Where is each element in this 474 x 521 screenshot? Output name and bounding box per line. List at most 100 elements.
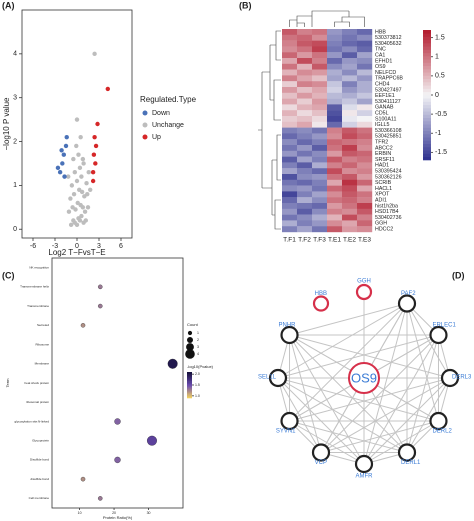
- heatmap-cell: [282, 226, 298, 233]
- heatmap-cell: [282, 220, 298, 227]
- node: [268, 368, 288, 388]
- heatmap-cell: [342, 168, 358, 175]
- node-label: VCP: [315, 460, 327, 466]
- heatmap-cell: [282, 116, 298, 122]
- y-axis-label: −log10 P value: [2, 97, 11, 151]
- point: [78, 134, 83, 140]
- row-label: EFHD1: [375, 58, 392, 64]
- heatmap-cell: [312, 58, 328, 64]
- heatmap-cell: [327, 162, 343, 169]
- heatmap-cell: [342, 75, 358, 82]
- heatmap-cell: [297, 185, 313, 192]
- heatmap-cell: [312, 63, 328, 70]
- heatmap-cell: [327, 145, 343, 151]
- colorbar-label: 0.5: [435, 73, 445, 80]
- colorbar-step: [423, 143, 431, 148]
- colorbar-step: [187, 373, 192, 375]
- colorbar-step: [423, 134, 431, 138]
- heatmap-cell: [357, 150, 373, 157]
- heatmap-cell: [327, 185, 343, 192]
- heatmap-cell: [312, 52, 328, 59]
- x-tick-label: 30: [147, 511, 151, 515]
- point: [82, 209, 88, 214]
- point: [91, 152, 97, 157]
- y-tick-label: Ribosome: [35, 342, 49, 346]
- colorbar-step: [423, 101, 431, 106]
- heatmap-cell: [357, 185, 373, 192]
- point: [95, 121, 100, 127]
- row-label: 530366108: [375, 128, 402, 134]
- y-tick-label: 1: [13, 182, 17, 189]
- heatmap-cell: [312, 69, 328, 76]
- colorbar-label: -1.5: [435, 149, 447, 156]
- heatmap-cell: [357, 40, 373, 47]
- heatmap-cell: [342, 162, 358, 169]
- heatmap-cell: [357, 133, 373, 140]
- row-label: 530427497: [375, 87, 402, 93]
- heatmap-cell: [327, 133, 343, 140]
- y-axis-label: Term: [5, 378, 10, 388]
- point: [105, 86, 111, 92]
- colorbar-step: [423, 65, 431, 70]
- heatmap-cell: [357, 162, 373, 169]
- colorbar-step: [423, 150, 431, 154]
- heatmap-cell: [282, 81, 298, 88]
- heatmap-cell: [297, 110, 313, 117]
- point: [86, 170, 91, 175]
- heatmap-cell: [327, 46, 343, 53]
- heatmap-cell: [282, 162, 298, 169]
- legend-label: Unchange: [152, 122, 184, 129]
- heatmap-cell: [327, 63, 343, 70]
- colorbar-step: [423, 98, 431, 102]
- panel-label: (A): [2, 0, 15, 10]
- row-label: CD5L: [375, 111, 389, 117]
- heatmap-cell: [312, 81, 328, 88]
- size-legend-label: 4: [197, 352, 199, 356]
- node: [312, 295, 330, 312]
- colorbar-step: [423, 91, 431, 96]
- heatmap-cell: [357, 174, 373, 180]
- colorbar-step: [187, 375, 192, 378]
- heatmap-cell: [342, 145, 358, 151]
- heatmap-cell: [312, 116, 328, 122]
- y-tick-label: Transmembrane: [27, 304, 49, 308]
- heatmap-cell: [327, 40, 343, 47]
- colorbar-label: 1.5: [195, 383, 200, 387]
- colorbar-step: [187, 377, 192, 379]
- heatmap-cell: [282, 214, 298, 221]
- legend-swatch: [142, 110, 148, 116]
- y-tick-label: Membrane: [35, 362, 50, 366]
- heatmap-cell: [327, 150, 343, 157]
- point: [83, 218, 89, 223]
- column-dendrogram: [289, 10, 365, 27]
- row-label: 530373812: [375, 35, 402, 41]
- point: [69, 183, 75, 188]
- heatmap-cell: [312, 145, 328, 151]
- heatmap-cell: [297, 92, 313, 99]
- heatmap-cell: [342, 121, 358, 128]
- heatmap-cell: [342, 150, 358, 157]
- heatmap-cell: [312, 75, 328, 82]
- heatmap-cell: [327, 197, 343, 204]
- heatmap-cell: [327, 139, 343, 146]
- heatmap-cell: [282, 139, 298, 146]
- heatmap-cell: [297, 69, 313, 76]
- point: [71, 156, 76, 162]
- colorbar-step: [423, 156, 431, 161]
- heatmap-cell: [282, 34, 298, 41]
- point: [74, 178, 80, 184]
- node-label: OS9: [351, 370, 377, 385]
- colorbar-step: [423, 56, 431, 60]
- heatmap-cell: [342, 214, 358, 221]
- point: [77, 165, 83, 171]
- heatmap-cell: [282, 133, 298, 140]
- heatmap-cell: [342, 116, 358, 122]
- y-tick-label: Secreted: [37, 323, 49, 327]
- heatmap-cell: [297, 29, 313, 35]
- colorbar-step: [423, 59, 431, 63]
- row-label: CHD4: [375, 82, 389, 88]
- heatmap-cell: [357, 104, 373, 111]
- colorbar-step: [187, 388, 192, 391]
- point: [71, 191, 77, 197]
- panel-label: (C): [2, 270, 15, 280]
